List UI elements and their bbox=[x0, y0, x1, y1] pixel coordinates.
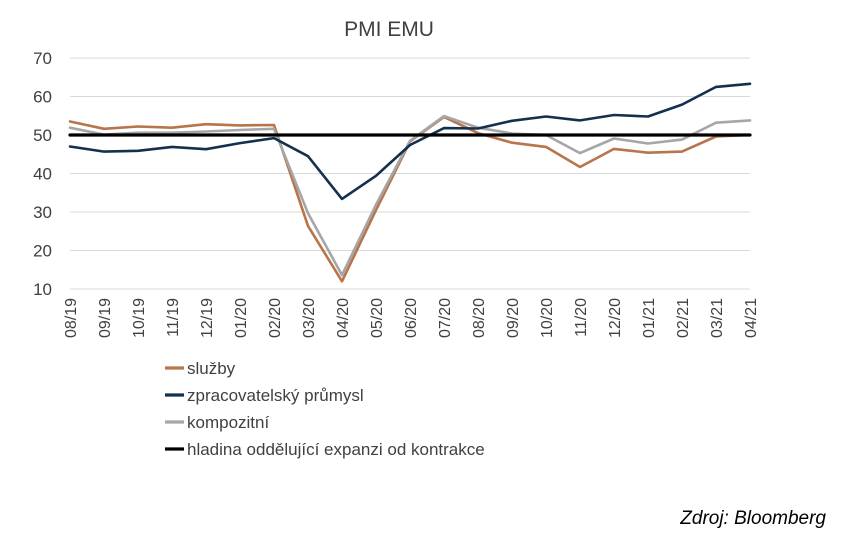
series-line-1 bbox=[68, 82, 752, 201]
legend-label-0: služby bbox=[187, 359, 236, 378]
x-tick-label: 02/21 bbox=[675, 298, 692, 338]
x-tick-label: 04/20 bbox=[335, 298, 352, 338]
y-tick-label: 70 bbox=[33, 49, 52, 68]
x-tick-label: 02/20 bbox=[267, 298, 284, 338]
x-tick-label: 10/20 bbox=[539, 298, 556, 338]
x-tick-label: 06/20 bbox=[403, 298, 420, 338]
x-tick-label: 01/21 bbox=[641, 298, 658, 338]
chart-title: PMI EMU bbox=[344, 18, 434, 41]
x-tick-label: 11/20 bbox=[573, 298, 590, 337]
legend: služby zpracovatelský průmysl kompozitní hl… bbox=[165, 359, 485, 459]
x-tick-label: 04/21 bbox=[743, 298, 760, 338]
x-tick-label: 03/20 bbox=[301, 298, 318, 338]
y-tick-label: 60 bbox=[33, 88, 52, 107]
x-tick-label: 08/20 bbox=[471, 298, 488, 338]
x-tick-label: 08/19 bbox=[63, 298, 80, 338]
x-tick-label: 01/20 bbox=[233, 298, 250, 338]
y-tick-label: 40 bbox=[33, 165, 52, 184]
source-note: Zdroj: Bloomberg bbox=[679, 508, 826, 529]
series-lines bbox=[68, 82, 752, 283]
gridlines bbox=[70, 57, 750, 290]
legend-label-2: kompozitní bbox=[187, 413, 269, 432]
series-line-2 bbox=[68, 114, 752, 277]
x-tick-label: 07/20 bbox=[437, 298, 454, 338]
y-tick-label: 30 bbox=[33, 203, 52, 222]
y-tick-label: 50 bbox=[33, 126, 52, 145]
x-tick-label: 12/19 bbox=[199, 298, 216, 338]
x-tick-label: 03/21 bbox=[709, 298, 726, 338]
y-tick-label: 10 bbox=[33, 280, 52, 299]
x-tick-label: 05/20 bbox=[369, 298, 386, 338]
legend-label-1: zpracovatelský průmysl bbox=[187, 386, 364, 405]
x-axis-ticks: 08/19 09/19 10/19 11/19 12/19 01/20 02/20 03/20… bbox=[63, 298, 760, 338]
x-tick-label: 12/20 bbox=[607, 298, 624, 338]
y-tick-label: 20 bbox=[33, 242, 52, 261]
x-tick-label: 11/19 bbox=[165, 298, 182, 337]
x-tick-label: 09/20 bbox=[505, 298, 522, 338]
x-tick-label: 10/19 bbox=[131, 298, 148, 338]
x-tick-label: 09/19 bbox=[97, 298, 114, 338]
y-axis-ticks: 10 20 30 40 50 60 70 bbox=[33, 49, 52, 299]
legend-label-3: hladina oddělující expanzi od kontrakce bbox=[187, 440, 485, 459]
